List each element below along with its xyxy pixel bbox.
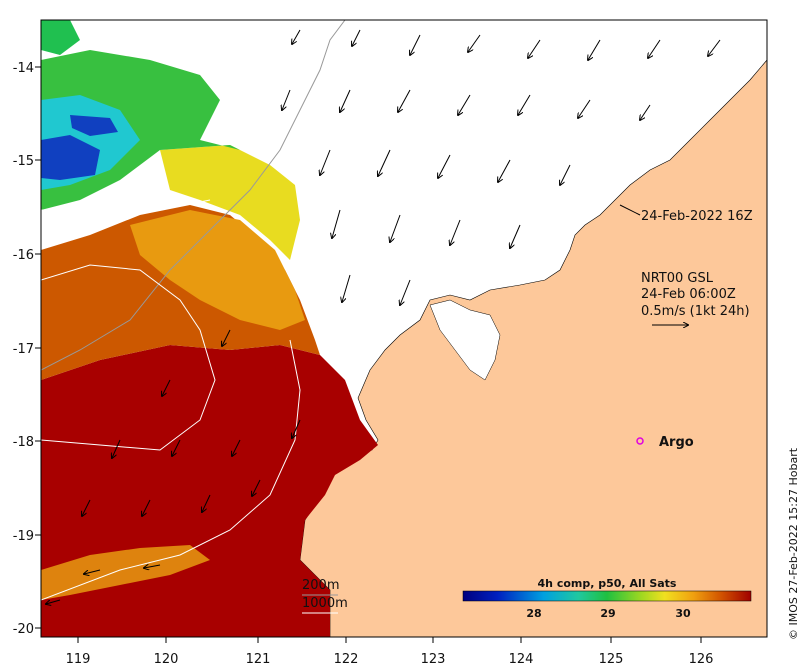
colorbar-tick: 30 — [675, 607, 691, 620]
lon-tick: 122 — [334, 652, 359, 667]
argo-label: Argo — [659, 435, 694, 450]
colorbar — [462, 590, 752, 602]
lon-tick: 123 — [421, 652, 446, 667]
sst-band — [41, 545, 210, 600]
timestamp-pointer — [619, 204, 641, 216]
lat-tick: -16 — [13, 248, 34, 263]
sst-yellow — [160, 145, 300, 260]
contour-1000m — [41, 264, 216, 451]
current-scale-label: 0.5m/s (1kt 24h) — [641, 304, 750, 319]
lat-tick: -14 — [13, 61, 34, 76]
lat-tick: -18 — [13, 435, 34, 450]
lon-tick: 121 — [246, 652, 271, 667]
current-source: NRT00 GSL — [641, 271, 714, 286]
image-timestamp: 24-Feb-2022 16Z — [641, 209, 753, 224]
inlet — [429, 299, 501, 381]
sst-blue-2 — [70, 115, 118, 136]
lon-tick: 120 — [154, 652, 179, 667]
colorbar-title: 4h comp, p50, All Sats — [538, 577, 677, 590]
current-arrows — [46, 29, 721, 604]
argo-marker — [636, 437, 644, 445]
contour-1000m-2 — [41, 339, 301, 601]
contour-200m — [41, 20, 346, 371]
contour-1000m-label: 1000m — [302, 596, 348, 611]
colorbar-tick: 29 — [600, 607, 615, 620]
lat-tick: -17 — [13, 342, 34, 357]
plot-frame — [40, 19, 768, 638]
credit-text: © IMOS 27-Feb-2022 15:27 Hobart — [787, 447, 800, 640]
lat-tick: -19 — [13, 529, 34, 544]
lon-tick: 119 — [66, 652, 91, 667]
sst-mid — [130, 210, 305, 330]
lon-axis: 119 120 121 122 123 124 125 126 — [66, 637, 714, 667]
lat-axis: -14 -15 -16 -17 -18 -19 -20 — [13, 61, 41, 637]
contour-200m-label: 200m — [302, 578, 339, 593]
lat-tick: -20 — [13, 622, 34, 637]
sst-blue — [41, 135, 100, 180]
lat-tick: -15 — [13, 154, 34, 169]
lon-tick: 124 — [509, 652, 534, 667]
sst-green-top — [41, 20, 80, 55]
colorbar-tick: 28 — [526, 607, 541, 620]
contour-1000m-3 — [41, 199, 211, 216]
current-time: 24-Feb 06:00Z — [641, 287, 736, 302]
lon-tick: 125 — [599, 652, 624, 667]
lon-tick: 126 — [689, 652, 714, 667]
